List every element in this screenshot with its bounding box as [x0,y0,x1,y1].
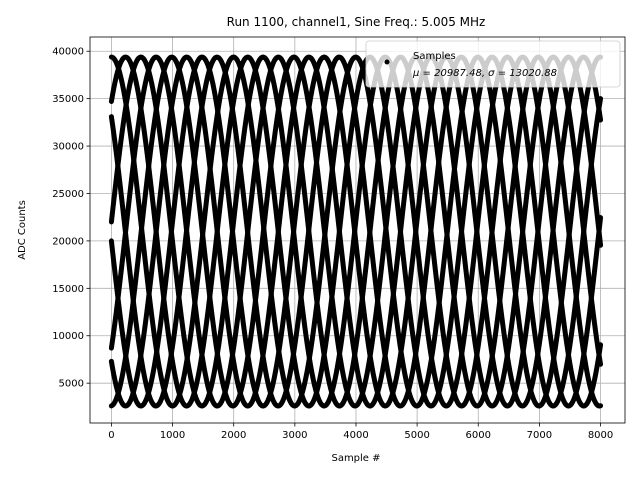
x-tick-label: 3000 [282,430,307,441]
chart-title: Run 1100, channel1, Sine Freq.: 5.005 MH… [227,15,486,29]
legend-label-samples: Samples [413,51,456,62]
x-tick-label: 5000 [404,430,429,441]
sample-trace-1 [108,54,604,409]
x-tick-label: 7000 [527,430,552,441]
y-tick-label: 30000 [52,142,84,153]
y-axis-title: ADC Counts [17,200,28,260]
sample-trace-8 [108,54,604,409]
x-tick-label: 2000 [221,430,246,441]
x-tick-label: 4000 [343,430,368,441]
y-tick-label: 35000 [52,94,84,105]
x-tick-label: 1000 [160,430,185,441]
sample-trace-7 [108,54,604,409]
legend: Samples μ = 20987.48, σ = 13020.88 [365,40,621,88]
x-tick-label: 8000 [588,430,613,441]
y-tick-label: 20000 [52,236,84,247]
x-tick-label: 6000 [466,430,491,441]
y-tick-label: 5000 [59,379,84,390]
x-axis-title: Sample # [331,453,380,464]
x-tick-label: 0 [108,430,114,441]
sample-trace-4 [108,54,604,409]
y-tick-label: 40000 [52,47,84,58]
legend-marker-samples [384,59,390,65]
data-layer [108,54,604,409]
legend-stats-samples: μ = 20987.48, σ = 13020.88 [412,68,557,79]
sample-trace-5 [108,54,604,409]
sample-trace-2 [108,54,604,409]
sample-trace-3 [108,54,604,409]
y-tick-label: 10000 [52,331,84,342]
y-tick-label: 15000 [52,284,84,295]
y-tick-label: 25000 [52,189,84,200]
legend-box [365,40,621,88]
plot-frame [89,36,626,424]
axis-ticks: 0 1000 2000 3000 4000 5000 6000 7000 8000 5000 100… [52,47,613,441]
